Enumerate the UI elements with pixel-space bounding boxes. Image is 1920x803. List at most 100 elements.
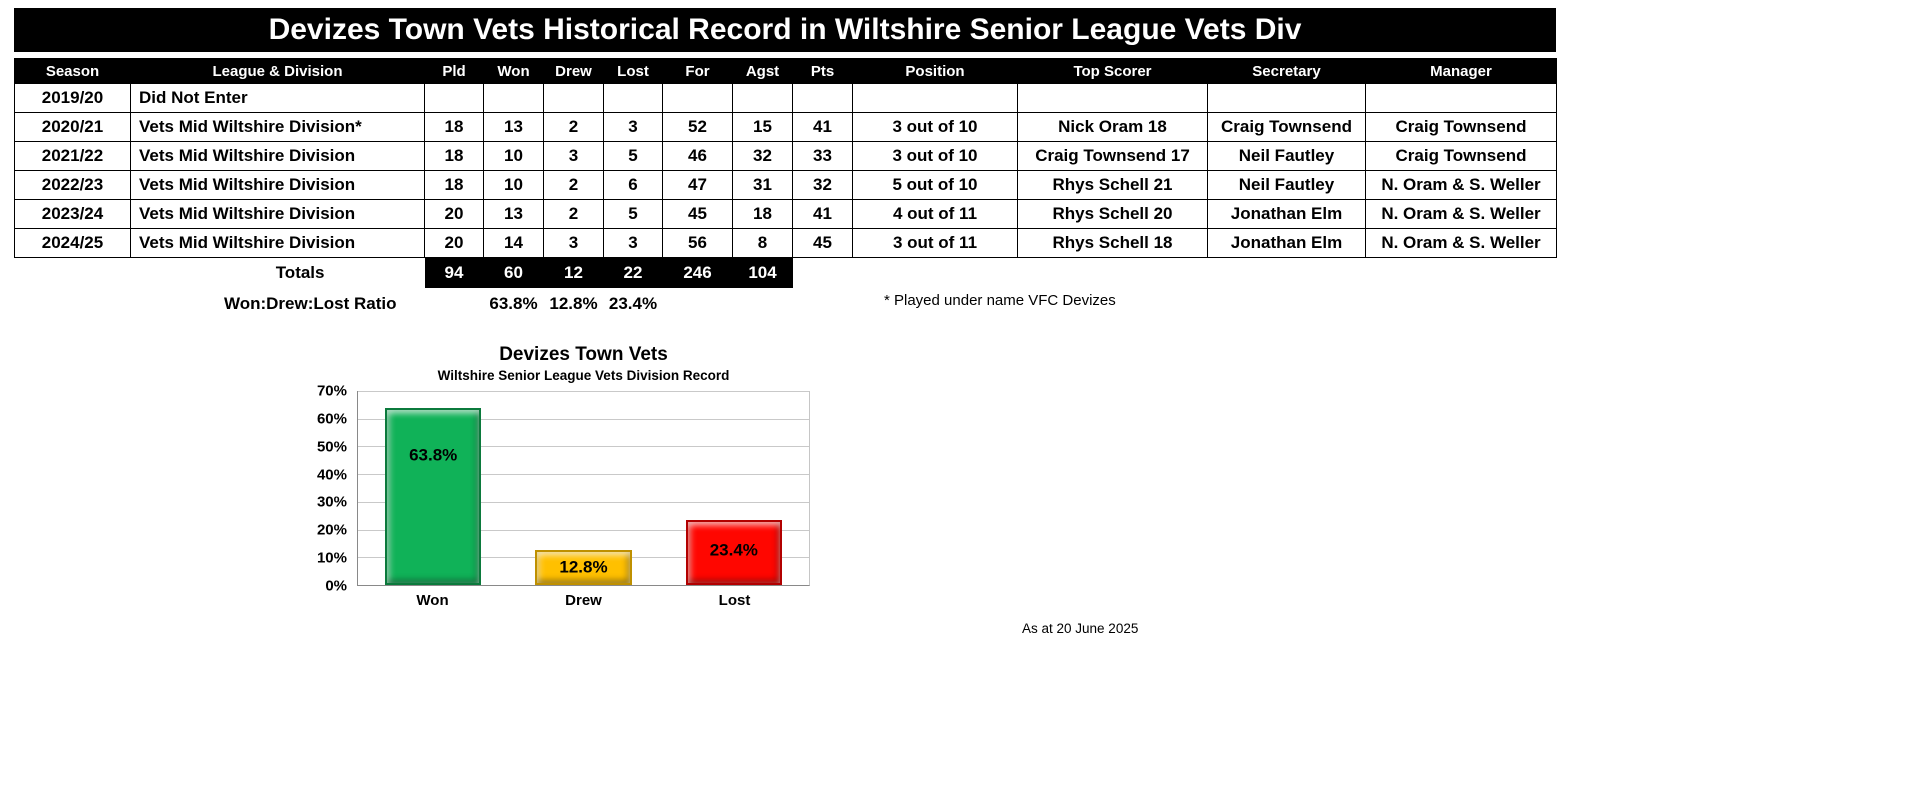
table-cell: Rhys Schell 21 [1017, 170, 1208, 200]
table-cell: 31 [732, 170, 793, 200]
table-cell: 2023/24 [14, 199, 131, 229]
gridline [358, 391, 809, 392]
category-label: Won [416, 592, 449, 609]
table-cell: Craig Townsend [1365, 141, 1557, 171]
table-row: 2019/20 Did Not Enter [14, 83, 1557, 113]
totals-value-drew: 12 [543, 257, 604, 288]
chart-subtitle: Wiltshire Senior League Vets Division Re… [437, 368, 730, 383]
table-cell: 2 [543, 170, 604, 200]
table-cell: Rhys Schell 20 [1017, 199, 1208, 229]
y-tick-label: 0% [325, 577, 347, 595]
table-cell: 41 [792, 199, 853, 229]
totals-value-pld: 94 [424, 257, 484, 288]
table-cell [662, 83, 733, 113]
chart-plot: 63.8% 12.8% 23.4% [357, 391, 810, 586]
table-cell: 18 [424, 141, 484, 171]
table-cell: 46 [662, 141, 733, 171]
ratio-row: Won:Drew:Lost Ratio 63.8% 12.8% 23.4% [15, 288, 1557, 320]
blank-cell [793, 258, 1557, 289]
as-at-date: As at 20 June 2025 [1022, 621, 1139, 636]
table-cell: 20 [424, 199, 484, 229]
table-cell: 2024/25 [14, 228, 131, 258]
y-tick-label: 40% [316, 466, 347, 484]
category-label: Lost [718, 592, 751, 609]
table-cell: 2021/22 [14, 141, 131, 171]
table-cell: 2022/23 [14, 170, 131, 200]
ratio-value-drew: 12.8% [549, 294, 598, 313]
bar-slots: 63.8% 12.8% 23.4% [358, 391, 809, 585]
column-header: For [662, 58, 733, 84]
record-table: Season League & Division Pld Won Drew Lost For… [14, 58, 1557, 320]
bar-drew: 12.8% [535, 549, 632, 585]
footnote: * Played under name VFC Devizes [884, 292, 1116, 309]
bar-slot: 23.4% [659, 391, 809, 585]
column-header: Position [852, 58, 1018, 84]
table-cell: Jonathan Elm [1207, 199, 1366, 229]
table-cell: 5 [603, 199, 663, 229]
table-cell [424, 83, 484, 113]
table-cell: 6 [603, 170, 663, 200]
table-cell: 5 [603, 141, 663, 171]
table-cell [1017, 83, 1208, 113]
table-cell: Neil Fautley [1207, 170, 1366, 200]
table-cell: 8 [732, 228, 793, 258]
blank-cell [425, 288, 484, 320]
ratio-value-won: 63.8% [489, 294, 538, 313]
table-cell: 2020/21 [14, 112, 131, 142]
table-cell: 3 [543, 228, 604, 258]
ratio-label: Won:Drew:Lost Ratio [223, 294, 397, 313]
table-row: 2022/23 Vets Mid Wiltshire Division 18 10 2 6… [14, 170, 1557, 200]
ratio-value-lost: 23.4% [608, 294, 658, 313]
table-cell [1365, 83, 1557, 113]
y-tick-label: 20% [316, 521, 347, 539]
table-cell [732, 83, 793, 113]
column-header: League & Division [130, 58, 425, 84]
y-tick-label: 60% [316, 410, 347, 428]
table-cell: Vets Mid Wiltshire Division [130, 170, 425, 200]
gridline [358, 529, 809, 531]
column-header: Top Scorer [1017, 58, 1208, 84]
table-cell: 14 [483, 228, 544, 258]
chart-y-axis: 0% 10% 20% 30% 40% 50% 60% 70% [302, 384, 357, 594]
table-cell: Vets Mid Wiltshire Division [130, 141, 425, 171]
totals-value-won: 60 [483, 257, 544, 288]
table-cell: 45 [662, 199, 733, 229]
totals-value-lost: 22 [603, 257, 663, 288]
column-header: Lost [603, 58, 663, 84]
table-cell [1207, 83, 1366, 113]
column-header: Season [14, 58, 131, 84]
table-cell: 33 [792, 141, 853, 171]
table-header-row: Season League & Division Pld Won Drew Lost For… [14, 58, 1557, 84]
totals-value-agst: 104 [732, 257, 793, 288]
table-cell: 3 [543, 141, 604, 171]
column-header: Agst [732, 58, 793, 84]
totals-label: Totals [275, 263, 325, 282]
table-cell: 56 [662, 228, 733, 258]
bar-slot: 12.8% [508, 391, 658, 585]
table-cell: 3 [603, 112, 663, 142]
table-cell: Vets Mid Wiltshire Division [130, 199, 425, 229]
totals-value-for: 246 [662, 257, 733, 288]
table-cell: Did Not Enter [130, 83, 425, 113]
blank-cell [15, 258, 131, 289]
table-cell: 3 out of 10 [852, 141, 1018, 171]
page-title: Devizes Town Vets Historical Record in W… [14, 8, 1556, 52]
category-label: Drew [565, 592, 602, 609]
table-cell: 18 [424, 112, 484, 142]
gridline [358, 474, 809, 476]
table-row: 2020/21 Vets Mid Wiltshire Division* 18 13 2… [14, 112, 1557, 142]
table-cell: Nick Oram 18 [1017, 112, 1208, 142]
column-header: Pts [792, 58, 853, 84]
table-cell: 15 [732, 112, 793, 142]
table-cell: 45 [792, 228, 853, 258]
table-cell [483, 83, 544, 113]
table-cell: 52 [662, 112, 733, 142]
table-cell [852, 83, 1018, 113]
bar-value-label: 63.8% [409, 445, 458, 465]
table-cell: N. Oram & S. Weller [1365, 228, 1557, 258]
column-header: Won [483, 58, 544, 84]
table-cell: 2019/20 [14, 83, 131, 113]
column-header: Manager [1365, 58, 1557, 84]
bar-value-label: 12.8% [559, 557, 608, 577]
table-cell: 32 [792, 170, 853, 200]
